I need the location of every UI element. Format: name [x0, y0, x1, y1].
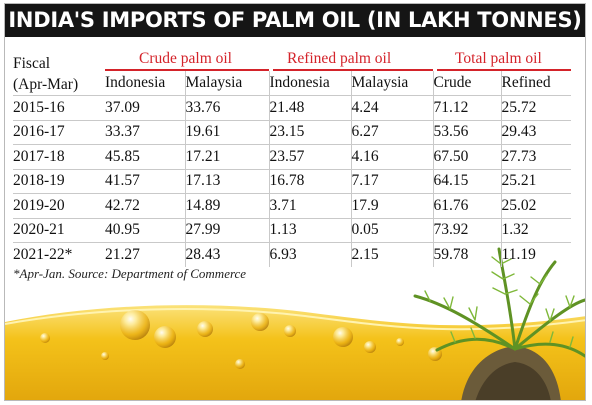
- refined-indonesia-cell: 16.78: [268, 168, 351, 194]
- table-body: 2015-16 37.09 33.76 21.48 4.24 71.12 25.72 2016…: [13, 95, 572, 267]
- total-refined-cell: 1.32: [500, 217, 572, 243]
- total-refined-cell: 29.43: [500, 119, 572, 145]
- subheader-total-crude: Crude: [432, 71, 502, 96]
- total-refined-cell: 27.73: [500, 144, 572, 169]
- palm-oil-imports-table: Fiscal (Apr-Mar) Crude palm oil Refined …: [13, 48, 572, 267]
- refined-indonesia-cell: 21.48: [268, 95, 351, 120]
- subheader-crude-indonesia: Indonesia: [105, 74, 166, 91]
- table-row: 2016-17 33.37 19.61 23.15 6.27 53.56 29.43: [13, 119, 572, 145]
- infographic-frame: INDIA'S IMPORTS OF PALM OIL (IN LAKH TON…: [4, 3, 586, 401]
- total-refined-cell: 25.72: [500, 95, 572, 120]
- table-row: 2020-21 40.95 27.99 1.13 0.05 73.92 1.32: [13, 217, 572, 243]
- group-header-total: Total palm oil: [433, 48, 572, 71]
- fiscal-year-cell: 2020-21: [13, 217, 105, 243]
- group-label-crude: Crude palm oil: [105, 50, 269, 71]
- subheader-crude-malaysia: Malaysia: [184, 71, 269, 96]
- oil-bubbles-illustration: [40, 310, 442, 369]
- palm-tree-illustration: [413, 247, 585, 400]
- refined-indonesia-cell: 1.13: [268, 217, 351, 243]
- crude-indonesia-cell: 33.37: [105, 119, 185, 145]
- fiscal-year-cell: 2015-16: [13, 95, 105, 120]
- fiscal-year-cell: 2019-20: [13, 193, 105, 218]
- total-crude-cell: 67.50: [432, 144, 502, 169]
- total-refined-cell: 25.02: [500, 193, 572, 218]
- refined-malaysia-cell: 4.16: [350, 144, 434, 169]
- total-crude-cell: 73.92: [432, 217, 502, 243]
- total-refined-cell: 11.19: [500, 242, 572, 267]
- refined-malaysia-cell: 17.9: [350, 193, 434, 218]
- crude-indonesia-cell: 21.27: [105, 242, 185, 267]
- oil-highlight: [5, 308, 585, 331]
- refined-malaysia-cell: 2.15: [350, 242, 434, 267]
- group-label-refined: Refined palm oil: [273, 50, 434, 71]
- total-crude-cell: 64.15: [432, 168, 502, 194]
- refined-malaysia-cell: 4.24: [350, 95, 434, 120]
- fiscal-header-label: Fiscal: [13, 55, 51, 72]
- total-crude-cell: 59.78: [432, 242, 502, 267]
- total-refined-cell: 25.21: [500, 168, 572, 194]
- table-row: 2017-18 45.85 17.21 23.57 4.16 67.50 27.73: [13, 144, 572, 169]
- group-header-refined: Refined palm oil: [269, 48, 434, 71]
- total-crude-cell: 71.12: [432, 95, 502, 120]
- table-row: 2021-22* 21.27 28.43 6.93 2.15 59.78 11.19: [13, 242, 572, 267]
- crude-indonesia-cell: 41.57: [105, 168, 185, 194]
- fiscal-year-cell: 2021-22*: [13, 242, 105, 267]
- fiscal-header-sublabel: (Apr-Mar): [13, 76, 79, 93]
- refined-indonesia-cell: 23.57: [268, 144, 351, 169]
- crude-indonesia-cell: 40.95: [105, 217, 185, 243]
- subheader-refined-indonesia: Indonesia: [268, 71, 351, 96]
- crude-malaysia-cell: 14.89: [184, 193, 269, 218]
- refined-indonesia-cell: 23.15: [268, 119, 351, 145]
- refined-indonesia-cell: 3.71: [268, 193, 351, 218]
- crude-indonesia-cell: 45.85: [105, 144, 185, 169]
- crude-malaysia-cell: 27.99: [184, 217, 269, 243]
- table-row: 2019-20 42.72 14.89 3.71 17.9 61.76 25.02: [13, 193, 572, 218]
- refined-malaysia-cell: 7.17: [350, 168, 434, 194]
- fiscal-year-cell: 2018-19: [13, 168, 105, 194]
- subheader-row: Indonesia Malaysia Indonesia Malaysia Cr…: [13, 71, 572, 96]
- crude-malaysia-cell: 17.13: [184, 168, 269, 194]
- refined-malaysia-cell: 0.05: [350, 217, 434, 243]
- group-header-crude: Crude palm oil: [105, 48, 269, 71]
- fiscal-header: Fiscal (Apr-Mar): [13, 48, 105, 96]
- subheader-total-refined: Refined: [500, 71, 572, 96]
- refined-malaysia-cell: 6.27: [350, 119, 434, 145]
- crude-malaysia-cell: 17.21: [184, 144, 269, 169]
- crude-malaysia-cell: 28.43: [184, 242, 269, 267]
- subheader-refined-malaysia: Malaysia: [350, 71, 434, 96]
- fiscal-year-cell: 2016-17: [13, 119, 105, 145]
- chart-title: INDIA'S IMPORTS OF PALM OIL (IN LAKH TON…: [5, 4, 585, 37]
- crude-malaysia-cell: 33.76: [184, 95, 269, 120]
- group-header-row: Fiscal (Apr-Mar) Crude palm oil Refined …: [13, 48, 572, 93]
- total-crude-cell: 53.56: [432, 119, 502, 145]
- fiscal-year-cell: 2017-18: [13, 144, 105, 169]
- source-footnote: *Apr-Jan. Source: Department of Commerce: [13, 266, 247, 281]
- table-row: 2015-16 37.09 33.76 21.48 4.24 71.12 25.72: [13, 95, 572, 120]
- crude-malaysia-cell: 19.61: [184, 119, 269, 145]
- group-label-total: Total palm oil: [437, 50, 572, 71]
- table-row: 2018-19 41.57 17.13 16.78 7.17 64.15 25.21: [13, 168, 572, 194]
- total-crude-cell: 61.76: [432, 193, 502, 218]
- refined-indonesia-cell: 6.93: [268, 242, 351, 267]
- crude-indonesia-cell: 42.72: [105, 193, 185, 218]
- oil-surface: [5, 305, 585, 400]
- crude-indonesia-cell: 37.09: [105, 95, 185, 120]
